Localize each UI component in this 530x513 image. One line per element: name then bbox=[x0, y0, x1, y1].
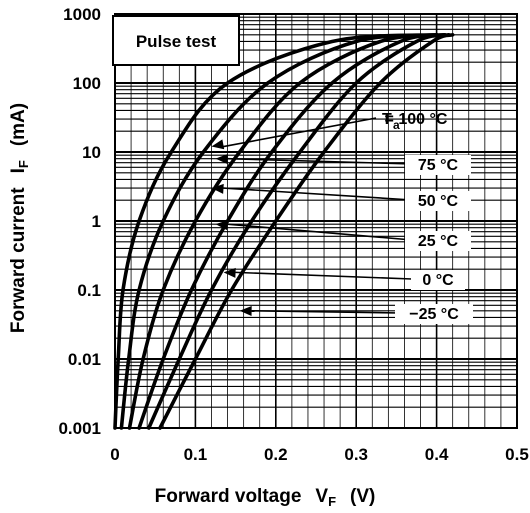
annotation-label-bg bbox=[405, 231, 471, 251]
y-axis-title: Forward current IF (mA) bbox=[8, 103, 31, 333]
series-label: −25 °C bbox=[409, 306, 459, 323]
condition-box-frame bbox=[112, 15, 240, 66]
series-line-4 bbox=[147, 33, 451, 430]
annotation-arrow-line bbox=[223, 187, 413, 201]
x-axis-unit: (V) bbox=[350, 486, 375, 507]
annotation-arrowhead bbox=[215, 154, 228, 165]
legend-prefix: T a bbox=[382, 111, 400, 132]
x-tick-label: 0.5 bbox=[505, 445, 529, 464]
series-group bbox=[113, 33, 455, 430]
annotation-arrowhead bbox=[239, 305, 252, 316]
series-line-0 bbox=[113, 33, 439, 430]
condition-box: Pulse test bbox=[112, 15, 240, 66]
annotation-arrow-line bbox=[223, 117, 377, 148]
y-axis-label-text: Forward current bbox=[8, 187, 29, 333]
annotation-label-bg bbox=[405, 191, 471, 211]
series-label: 0 °C bbox=[422, 272, 454, 289]
y-axis-symbol: I bbox=[8, 168, 29, 173]
series-label: 25 °C bbox=[418, 233, 459, 250]
y-tick-label: 10 bbox=[82, 143, 101, 162]
x-axis-title: Forward voltage VF (V) bbox=[155, 486, 376, 509]
x-tick-labels: 0 0.1 0.2 0.3 0.4 0.5 bbox=[110, 445, 529, 464]
annotation-arrow-line bbox=[227, 223, 413, 241]
x-tick-label: 0.2 bbox=[264, 445, 288, 464]
x-tick-label: 0.4 bbox=[425, 445, 449, 464]
annotation-arrowhead bbox=[211, 139, 225, 150]
x-tick-label: 0.1 bbox=[184, 445, 208, 464]
annotation-arrowhead bbox=[223, 267, 236, 278]
series-label: = 100 °C bbox=[385, 111, 448, 128]
x-tick-label: 0.3 bbox=[344, 445, 368, 464]
y-tick-labels: 0.001 0.01 0.1 1 10 100 1000 bbox=[58, 5, 101, 438]
condition-label: Pulse test bbox=[136, 32, 217, 51]
y-tick-label: 1 bbox=[92, 212, 101, 231]
y-tick-label: 0.001 bbox=[58, 419, 101, 438]
annotation-arrowhead bbox=[211, 183, 224, 194]
series-line-3 bbox=[137, 33, 447, 430]
y-axis-unit: (mA) bbox=[8, 103, 29, 146]
annotation-arrowhead bbox=[215, 220, 228, 231]
legend-prefix-symbol: T bbox=[382, 111, 392, 128]
series-label: 75 °C bbox=[418, 157, 459, 174]
x-axis-label-text: Forward voltage bbox=[155, 486, 302, 507]
series-annotations: = 100 °C 75 °C 50 °C 25 °C 0 °C −25 °C bbox=[211, 111, 473, 324]
annotation-label-bg bbox=[395, 304, 473, 324]
series-line-5 bbox=[158, 33, 455, 430]
y-tick-label: 0.01 bbox=[68, 350, 101, 369]
annotation-label-bg bbox=[411, 270, 465, 290]
annotation-label-bg bbox=[405, 155, 471, 175]
x-axis-symbol-sub: F bbox=[328, 494, 336, 509]
y-tick-label: 0.1 bbox=[77, 281, 101, 300]
legend-prefix-sub: a bbox=[393, 118, 400, 132]
annotation-arrow-line bbox=[227, 157, 413, 165]
series-label: 50 °C bbox=[418, 193, 459, 210]
y-tick-label: 100 bbox=[73, 74, 101, 93]
plot-frame bbox=[114, 13, 518, 429]
x-tick-label: 0 bbox=[110, 445, 119, 464]
y-axis-symbol-sub: F bbox=[16, 160, 31, 168]
annotation-arrow-line bbox=[251, 309, 401, 314]
x-axis-symbol: V bbox=[315, 486, 328, 507]
series-line-2 bbox=[127, 33, 447, 430]
annotation-arrow-line bbox=[235, 271, 413, 280]
series-line-1 bbox=[119, 33, 439, 430]
y-tick-label: 1000 bbox=[63, 5, 101, 24]
